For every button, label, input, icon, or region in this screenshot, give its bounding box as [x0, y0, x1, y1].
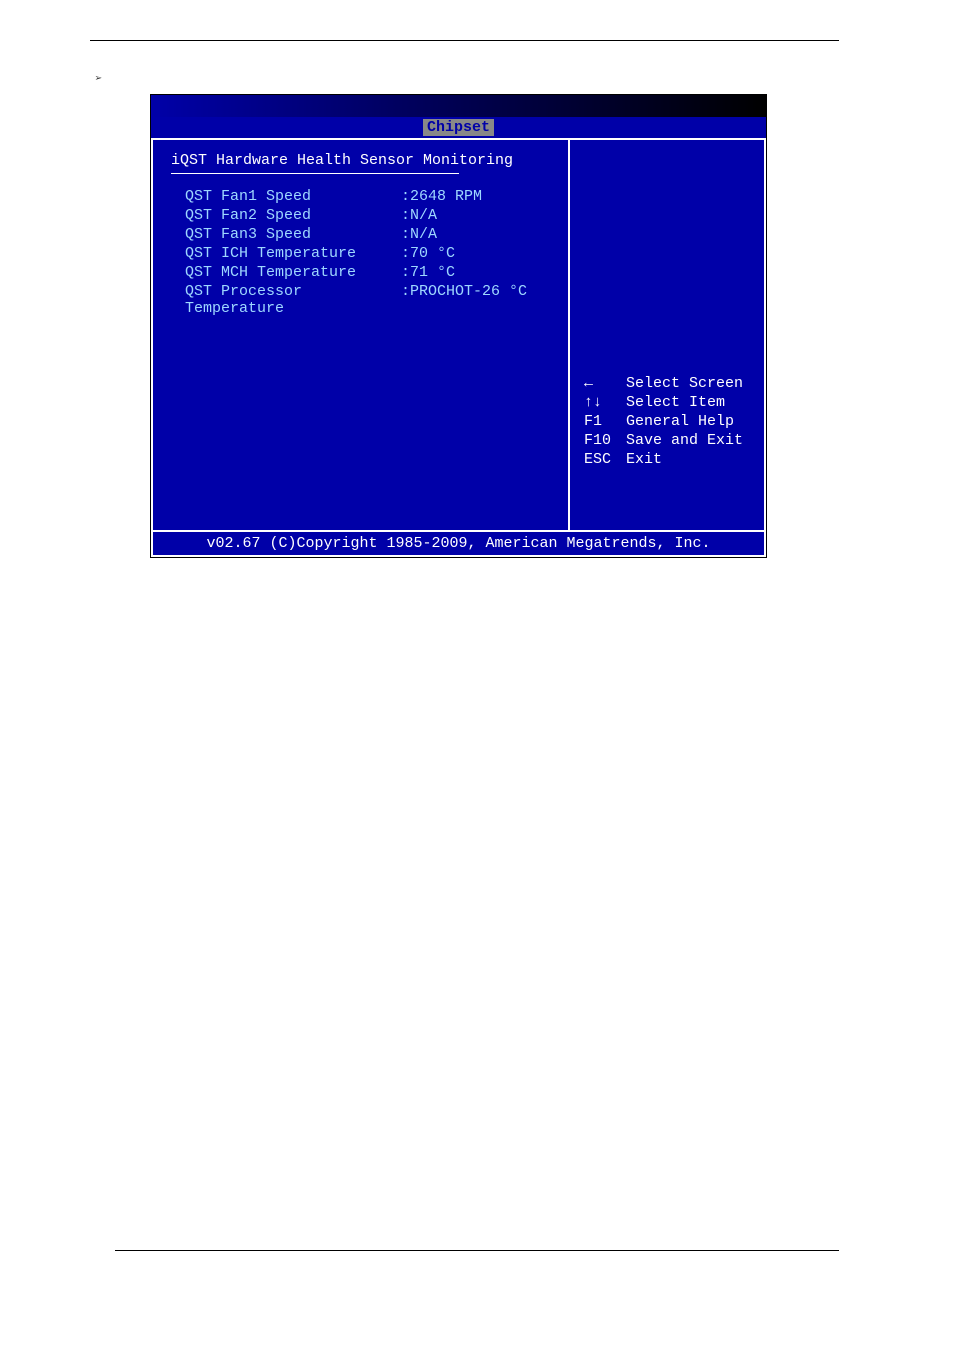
help-row: ↑↓ Select Item — [584, 394, 750, 411]
help-desc: Select Screen — [626, 375, 743, 392]
sensor-value: :PROCHOT-26 °C — [401, 283, 527, 317]
bios-footer: v02.67 (C)Copyright 1985-2009, American … — [151, 532, 766, 557]
bios-header-gradient — [151, 95, 766, 117]
sensor-value: :N/A — [401, 207, 437, 224]
sensor-label: QST Processor Temperature — [185, 283, 401, 317]
bios-window: Chipset iQST Hardware Health Sensor Moni… — [150, 94, 767, 558]
help-key-esc: ESC — [584, 451, 626, 468]
bios-main-panel: iQST Hardware Health Sensor Monitoring Q… — [151, 138, 570, 532]
sensor-label: QST ICH Temperature — [185, 245, 401, 262]
help-row: F1 General Help — [584, 413, 750, 430]
help-key-arrow-left: ← — [584, 375, 626, 392]
help-key-f10: F10 — [584, 432, 626, 449]
help-desc: Select Item — [626, 394, 725, 411]
help-key-f1: F1 — [584, 413, 626, 430]
sensor-row: QST Fan2 Speed :N/A — [185, 207, 550, 224]
help-row: ESC Exit — [584, 451, 750, 468]
sensor-label: QST Fan3 Speed — [185, 226, 401, 243]
sensor-label: QST Fan1 Speed — [185, 188, 401, 205]
sensor-label: QST Fan2 Speed — [185, 207, 401, 224]
sensor-label: QST MCH Temperature — [185, 264, 401, 281]
bios-side-panel: ← Select Screen ↑↓ Select Item F1 Genera… — [570, 138, 766, 532]
bios-tab-bar: Chipset — [151, 117, 766, 138]
bios-body: iQST Hardware Health Sensor Monitoring Q… — [151, 138, 766, 532]
help-row: F10 Save and Exit — [584, 432, 750, 449]
section-title: iQST Hardware Health Sensor Monitoring — [171, 152, 550, 169]
sensor-value: :70 °C — [401, 245, 455, 262]
sensor-row: QST MCH Temperature :71 °C — [185, 264, 550, 281]
bottom-divider — [115, 1250, 839, 1251]
sensor-row: QST ICH Temperature :70 °C — [185, 245, 550, 262]
help-desc: General Help — [626, 413, 734, 430]
sensor-row: QST Fan3 Speed :N/A — [185, 226, 550, 243]
sensor-value: :71 °C — [401, 264, 455, 281]
sensor-value: :N/A — [401, 226, 437, 243]
sensor-row: QST Fan1 Speed :2648 RPM — [185, 188, 550, 205]
sensor-row: QST Processor Temperature :PROCHOT-26 °C — [185, 283, 550, 317]
top-divider — [90, 40, 839, 41]
help-desc: Exit — [626, 451, 662, 468]
section-underline — [171, 173, 459, 174]
arrow-marker: ➢ — [95, 71, 839, 86]
help-desc: Save and Exit — [626, 432, 743, 449]
help-key-arrows-updown: ↑↓ — [584, 394, 626, 411]
page-container: ➢ Chipset iQST Hardware Health Sensor Mo… — [0, 0, 954, 1351]
bios-tab-chipset[interactable]: Chipset — [423, 119, 494, 136]
sensor-value: :2648 RPM — [401, 188, 482, 205]
help-row: ← Select Screen — [584, 375, 750, 392]
